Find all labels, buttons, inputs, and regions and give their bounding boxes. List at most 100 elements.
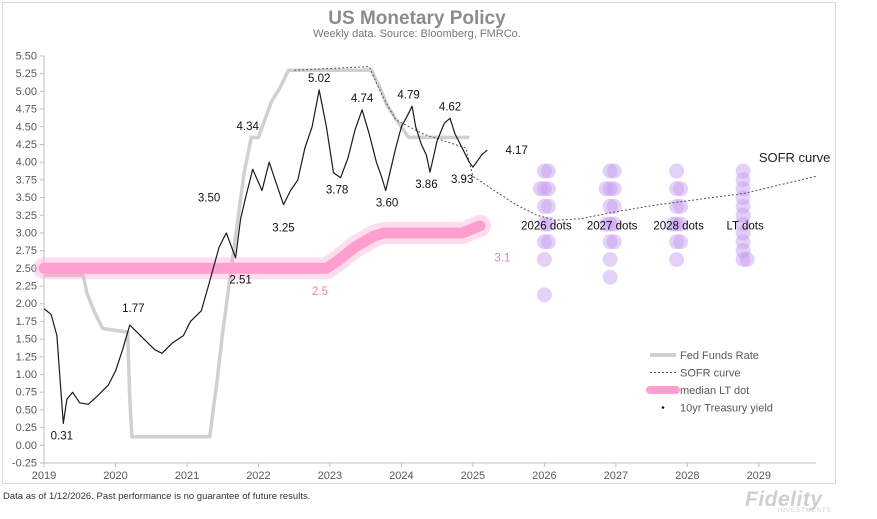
y-tick-label: -0.25	[12, 458, 37, 470]
fomc-dot	[669, 252, 685, 267]
data-label: 3.1	[494, 252, 510, 264]
x-tick-label: 2029	[747, 470, 771, 482]
y-tick-label: 3.50	[16, 192, 37, 204]
y-tick-label: 5.50	[16, 51, 37, 63]
dot-group-label: LT dots	[726, 220, 764, 232]
y-tick-label: 5.25	[16, 68, 37, 80]
fomc-dot	[602, 163, 618, 179]
fomc-dot	[602, 252, 618, 267]
fomc-dot	[606, 181, 622, 197]
y-tick-label: 5.00	[16, 86, 37, 98]
fomc-dot	[602, 181, 618, 197]
median-lt-dot-line	[38, 220, 486, 274]
fomc-dot	[602, 234, 618, 250]
fomc-dot	[540, 198, 556, 214]
dot-group-label: 2026 dots	[521, 220, 572, 232]
fomc-dot	[540, 234, 556, 250]
fomc-dot	[606, 216, 622, 232]
fomc-dot	[673, 234, 689, 250]
data-label: 2.5	[312, 286, 328, 298]
fomc-dot	[735, 172, 751, 188]
y-tick-label: 4.00	[16, 157, 37, 169]
fomc-dot	[540, 216, 556, 232]
data-label: 1.77	[122, 303, 144, 315]
fomc-dot	[735, 225, 751, 241]
fomc-dot	[735, 207, 751, 223]
fomc-dot	[735, 252, 751, 267]
fomc-dot	[536, 181, 552, 197]
y-tick-label: 4.25	[16, 139, 37, 151]
fomc-dot	[735, 216, 751, 232]
legend-label: Fed Funds Rate	[680, 350, 759, 362]
y-tick-label: 1.50	[16, 334, 37, 346]
fomc-dot	[606, 198, 622, 214]
legend-label: SOFR curve	[680, 368, 741, 380]
fomc-dot	[536, 287, 552, 303]
fomc-dot	[735, 190, 751, 206]
fomc-dot	[669, 234, 685, 250]
fomc-dot	[665, 216, 681, 232]
data-label: 5.02	[308, 73, 330, 85]
x-tick-label: 2025	[461, 470, 485, 482]
x-tick-label: 2028	[675, 470, 699, 482]
fomc-dot	[598, 216, 614, 232]
x-tick-label: 2027	[604, 470, 628, 482]
fomc-dot	[602, 269, 618, 285]
y-tick-label: 2.75	[16, 245, 37, 257]
fomc-dot	[606, 163, 622, 179]
dot-group-label: 2028 dots	[653, 220, 704, 232]
axes: -0.25 0.00 0.25 0.50 0.75 1.00 1.25 1.50 1.75 2.0…	[12, 51, 816, 482]
fomc-dot	[669, 163, 685, 179]
x-tick-label: 2022	[246, 470, 270, 482]
fomc-dot	[735, 198, 751, 214]
fomc-dot	[540, 163, 556, 179]
x-tick-label: 2024	[389, 470, 413, 482]
x-tick-label: 2023	[318, 470, 342, 482]
y-tick-label: 0.00	[16, 440, 37, 452]
fomc-dot	[669, 216, 685, 232]
fomc-dot	[735, 243, 751, 259]
x-tick-label: 2026	[532, 470, 556, 482]
legend-swatch-treasury	[661, 406, 665, 409]
y-tick-label: 4.75	[16, 104, 37, 116]
fomc-dot	[739, 252, 755, 267]
dot-plot: 2026 dots 2027 dots 2028 dots LT dots	[521, 163, 764, 303]
fomc-dot	[735, 234, 751, 250]
y-tick-label: 3.00	[16, 227, 37, 239]
fomc-dot	[536, 198, 552, 214]
y-tick-label: 1.25	[16, 351, 37, 363]
y-tick-label: 2.25	[16, 281, 37, 293]
annotations: 0.31 1.77 2.51 3.50 4.34 3.25 5.02 3.78 4.74 3.60…	[51, 73, 831, 442]
fomc-dot	[606, 234, 622, 250]
fomc-dot	[536, 252, 552, 267]
y-tick-label: 0.25	[16, 422, 37, 434]
footnote: Data as of 1/12/2026. Past performance i…	[3, 491, 311, 502]
fomc-dot	[735, 181, 751, 197]
series-lines	[33, 66, 817, 439]
fomc-dot	[669, 181, 685, 197]
data-label: 3.60	[376, 197, 398, 209]
y-tick-label: 1.75	[16, 316, 37, 328]
legend-label: 10yr Treasury yield	[680, 403, 773, 415]
data-label: 2.51	[229, 275, 251, 287]
y-tick-label: 2.00	[16, 298, 37, 310]
y-tick-label: 3.75	[16, 174, 37, 186]
legend: Fed Funds Rate SOFR curve median LT dot 10y…	[646, 350, 773, 415]
fed-funds-rate-line	[44, 68, 470, 439]
fomc-dot	[735, 163, 751, 179]
fomc-dot	[602, 198, 618, 214]
x-tick-label: 2019	[32, 470, 56, 482]
dot-group-label: 2027 dots	[587, 220, 638, 232]
y-tick-label: 2.50	[16, 263, 37, 275]
data-label: 3.86	[415, 179, 437, 191]
y-tick-label: 4.50	[16, 121, 37, 133]
y-tick-label: 0.75	[16, 387, 37, 399]
data-label: 3.93	[451, 174, 473, 186]
y-tick-label: 0.50	[16, 404, 37, 416]
data-label: 3.50	[198, 193, 220, 205]
chart-frame	[2, 2, 836, 484]
data-label: 4.62	[439, 101, 461, 113]
data-label: SOFR curve	[759, 150, 831, 165]
fomc-dot	[540, 181, 556, 197]
